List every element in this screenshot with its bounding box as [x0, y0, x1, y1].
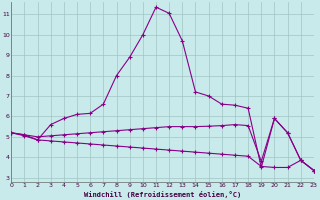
X-axis label: Windchill (Refroidissement éolien,°C): Windchill (Refroidissement éolien,°C): [84, 191, 241, 198]
